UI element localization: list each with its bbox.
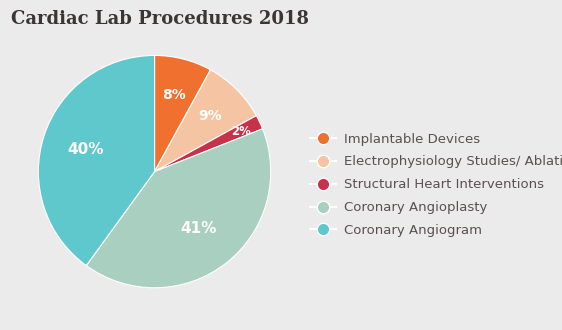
Text: 41%: 41% xyxy=(180,221,217,236)
Wedge shape xyxy=(155,115,262,172)
Wedge shape xyxy=(87,129,271,288)
Text: Cardiac Lab Procedures 2018: Cardiac Lab Procedures 2018 xyxy=(11,10,309,28)
Wedge shape xyxy=(155,70,256,172)
Text: 9%: 9% xyxy=(198,109,222,123)
Wedge shape xyxy=(155,55,211,172)
Text: 8%: 8% xyxy=(162,88,186,102)
Wedge shape xyxy=(38,55,155,266)
Legend: Implantable Devices, Electrophysiology Studies/ Ablation, Structural Heart Inter: Implantable Devices, Electrophysiology S… xyxy=(310,133,562,237)
Text: 2%: 2% xyxy=(231,124,251,138)
Text: 40%: 40% xyxy=(68,142,105,157)
